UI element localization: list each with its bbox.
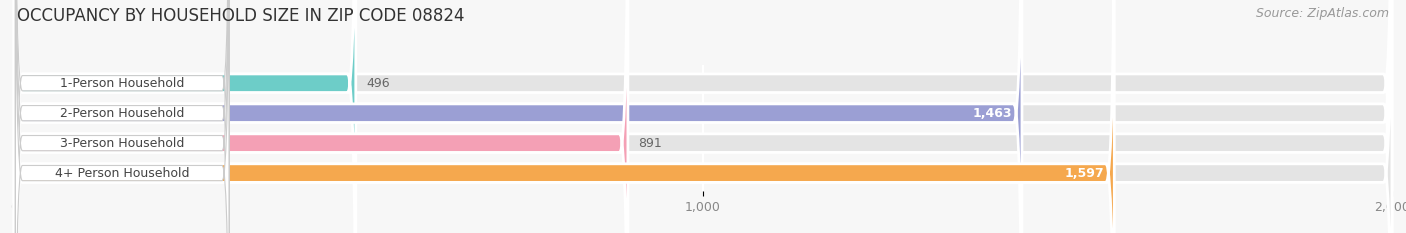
Text: 496: 496 (366, 77, 389, 90)
FancyBboxPatch shape (15, 0, 229, 233)
FancyBboxPatch shape (14, 0, 1115, 233)
FancyBboxPatch shape (14, 0, 1392, 233)
FancyBboxPatch shape (14, 0, 1022, 233)
FancyBboxPatch shape (15, 0, 229, 233)
Text: 1,463: 1,463 (972, 107, 1012, 120)
Text: OCCUPANCY BY HOUSEHOLD SIZE IN ZIP CODE 08824: OCCUPANCY BY HOUSEHOLD SIZE IN ZIP CODE … (17, 7, 464, 25)
FancyBboxPatch shape (14, 0, 1392, 233)
Text: 1-Person Household: 1-Person Household (60, 77, 184, 90)
FancyBboxPatch shape (14, 0, 356, 233)
Text: 891: 891 (638, 137, 662, 150)
FancyBboxPatch shape (14, 0, 1392, 233)
Text: Source: ZipAtlas.com: Source: ZipAtlas.com (1256, 7, 1389, 20)
Text: 2-Person Household: 2-Person Household (60, 107, 184, 120)
FancyBboxPatch shape (15, 0, 229, 233)
Text: 3-Person Household: 3-Person Household (60, 137, 184, 150)
FancyBboxPatch shape (15, 0, 229, 233)
Text: 1,597: 1,597 (1064, 167, 1104, 180)
FancyBboxPatch shape (14, 0, 628, 233)
Text: 4+ Person Household: 4+ Person Household (55, 167, 190, 180)
FancyBboxPatch shape (14, 0, 1392, 233)
